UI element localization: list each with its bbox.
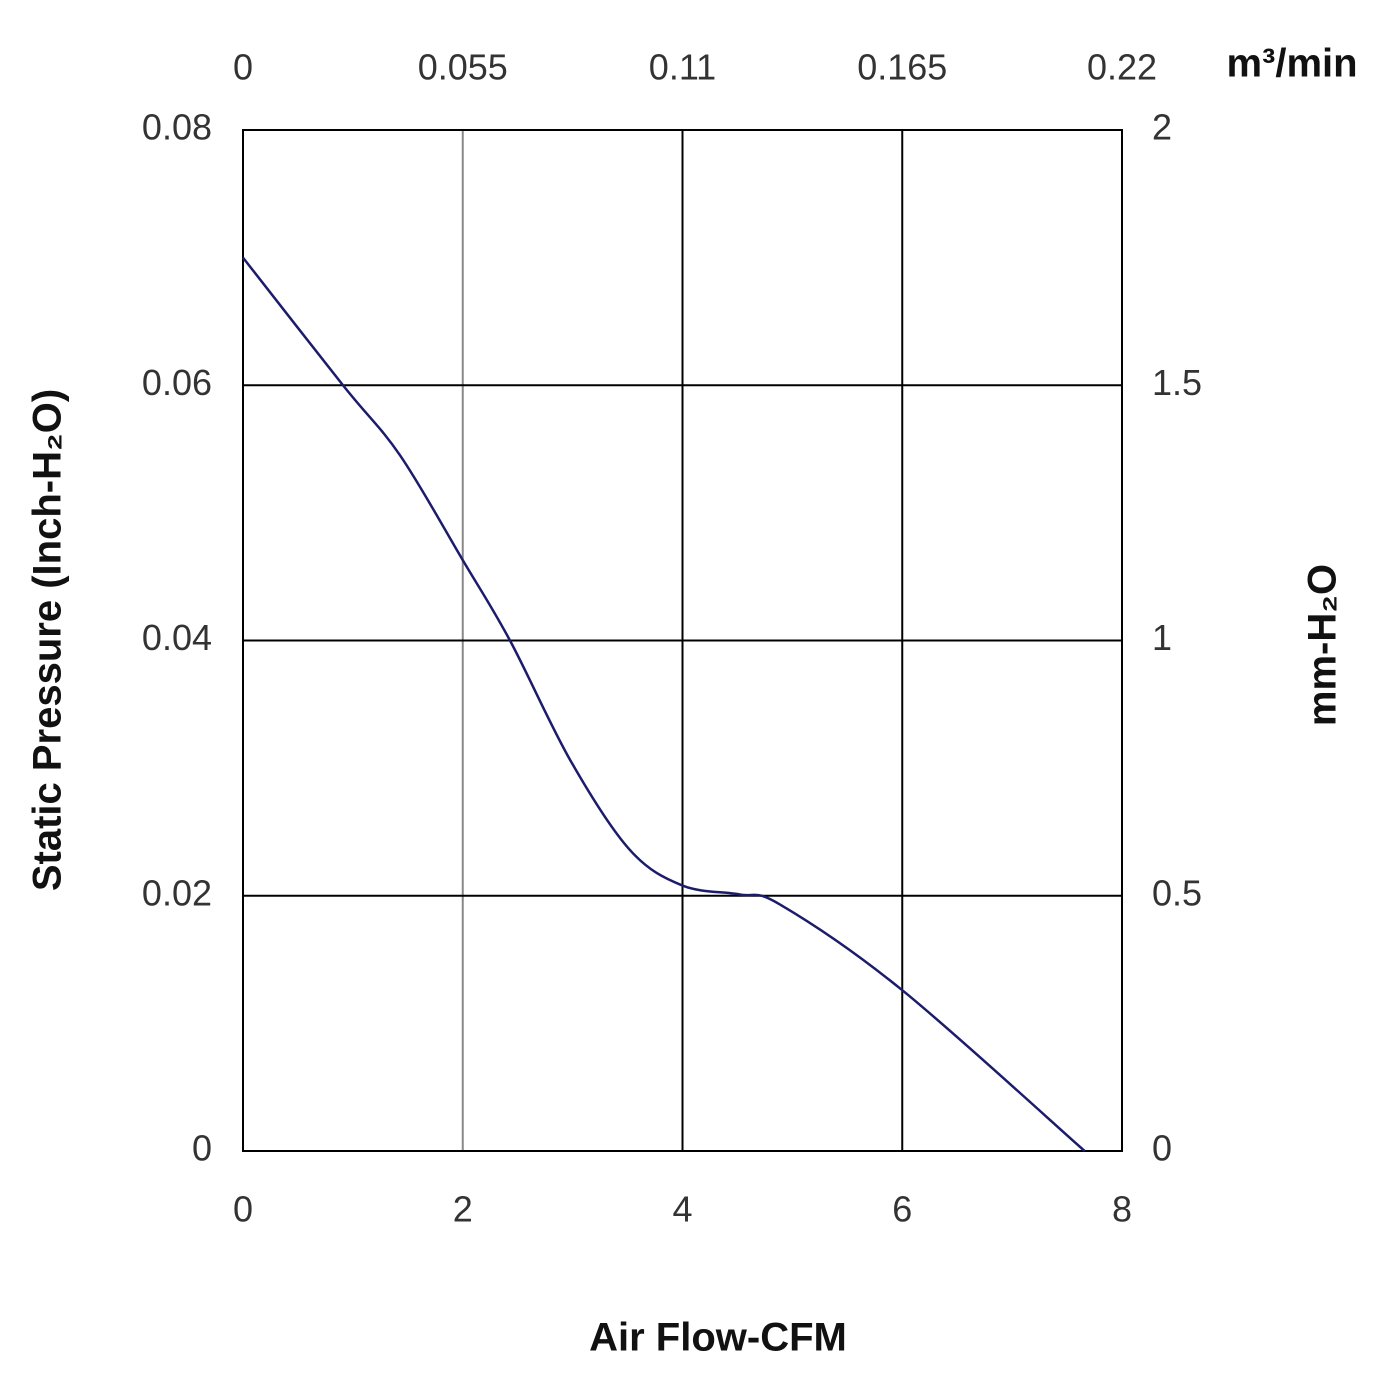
y-tick-label: 0.08 (142, 107, 212, 148)
x-tick-label: 6 (892, 1189, 912, 1230)
x2-tick-label: 0.11 (649, 47, 716, 88)
y-tick-label: 0.02 (142, 872, 212, 913)
y-tick-label: 0.06 (142, 362, 212, 403)
curve (242, 256, 1086, 1152)
x-tick-label: 2 (453, 1189, 473, 1230)
y2-tick-label: 0 (1152, 1128, 1172, 1169)
y2-tick-label: 1 (1152, 617, 1172, 658)
y2-axis-title: mm-H₂O (1301, 564, 1345, 726)
x2-tick-label: 0.22 (1087, 47, 1157, 88)
x2-axis-title: m³/min (1226, 42, 1357, 86)
y-axis-title: Static Pressure (Inch-H₂O) (26, 389, 70, 891)
x-tick-label: 4 (672, 1189, 692, 1230)
y2-tick-label: 0.5 (1152, 872, 1202, 913)
y2-tick-label: 2 (1152, 107, 1172, 148)
x2-tick-label: 0 (233, 47, 253, 88)
y2-tick-label: 1.5 (1152, 362, 1202, 403)
x-tick-label: 0 (233, 1189, 253, 1230)
x2-tick-label: 0.165 (857, 47, 947, 88)
x-axis-title: Air Flow-CFM (589, 1316, 847, 1360)
y-tick-label: 0 (192, 1128, 212, 1169)
x-tick-label: 8 (1112, 1189, 1132, 1230)
y-tick-label: 0.04 (142, 617, 212, 658)
x2-tick-label: 0.055 (418, 47, 508, 88)
